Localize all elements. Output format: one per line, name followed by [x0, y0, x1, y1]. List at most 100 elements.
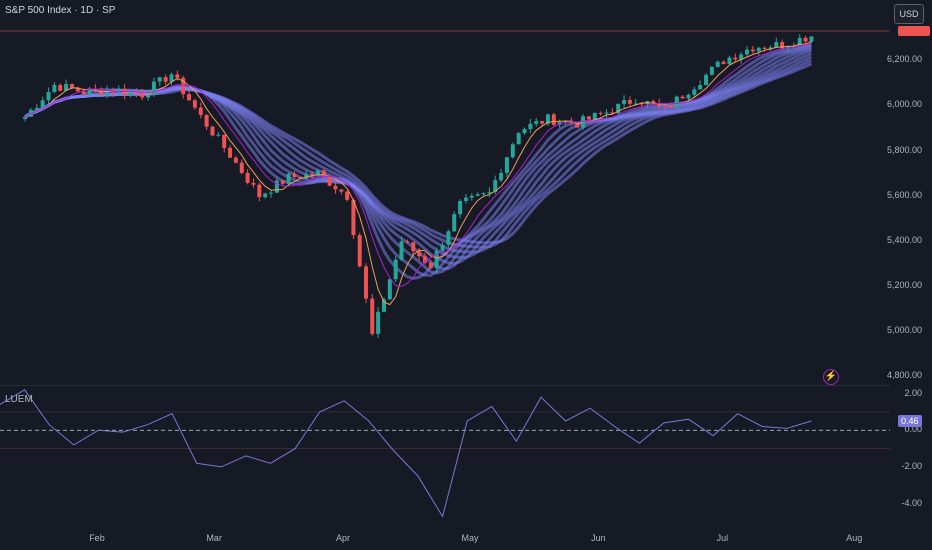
candle-body: [633, 103, 638, 105]
candle-body: [610, 112, 615, 114]
x-tick-label: Feb: [89, 533, 105, 543]
candle-body: [651, 101, 656, 104]
candle-body: [321, 170, 326, 177]
candle-body: [393, 259, 398, 280]
candle-body: [69, 83, 74, 89]
candle-body: [175, 74, 180, 78]
candle-body: [327, 176, 332, 186]
y-tick-label: 6,000.00: [886, 99, 922, 110]
lightning-icon[interactable]: ⚡: [823, 369, 839, 385]
candle-body: [181, 77, 186, 95]
candle-body: [604, 112, 609, 114]
candle-body: [381, 299, 386, 312]
candle-body: [357, 235, 362, 267]
candle-body: [116, 88, 121, 93]
candle-body: [204, 114, 209, 127]
candle-body: [187, 94, 192, 101]
candle-body: [786, 46, 791, 49]
candle-body: [540, 121, 545, 124]
pane-separator[interactable]: [0, 385, 890, 386]
candle-body: [463, 197, 468, 201]
currency-button[interactable]: USD: [894, 4, 924, 24]
candle-body: [370, 298, 375, 334]
candle-body: [228, 147, 233, 158]
candle-body: [251, 182, 256, 185]
candle-body: [75, 88, 80, 92]
y-tick-label: 4,800.00: [886, 369, 922, 380]
candle-body: [586, 116, 591, 120]
candle-body: [399, 241, 404, 260]
candle-body: [657, 103, 662, 107]
moving-averages: [0, 30, 890, 306]
x-tick-label: Mar: [206, 533, 222, 543]
candle-body: [797, 37, 802, 47]
candle-body: [280, 180, 285, 184]
candle-body: [87, 88, 92, 95]
candle-body: [663, 106, 668, 108]
candle-body: [376, 311, 381, 334]
candle-body: [516, 133, 521, 145]
candle-body: [34, 107, 39, 110]
candle-body: [780, 42, 785, 49]
x-tick-label: Aug: [846, 533, 863, 543]
candle-body: [351, 199, 356, 236]
indicator-label: LUEM: [5, 394, 33, 405]
candle-body: [458, 200, 463, 215]
y-tick-label: 5,800.00: [886, 144, 922, 155]
candle-body: [639, 103, 644, 105]
candle-body: [363, 266, 368, 299]
candle-body: [704, 74, 709, 86]
candle-body: [686, 94, 691, 99]
candle-body: [222, 134, 227, 148]
candle-body: [387, 279, 392, 300]
ribbon-line: [24, 43, 812, 277]
candle-body: [140, 93, 145, 98]
candle-body: [310, 173, 315, 175]
candle-body: [698, 85, 703, 90]
osc-y-tick-label: 0.00: [904, 424, 922, 435]
candle-body: [198, 107, 203, 115]
candle-body: [339, 189, 344, 192]
candle-body: [274, 180, 279, 193]
ribbon-line: [24, 45, 812, 275]
candle-body: [440, 244, 445, 251]
candle-body: [545, 114, 550, 124]
candle-body: [286, 173, 291, 184]
candle-body: [493, 180, 498, 192]
candle-body: [298, 176, 303, 179]
candle-body: [333, 185, 338, 190]
candle-body: [551, 114, 556, 125]
candle-body: [192, 100, 197, 108]
y-tick-label: 5,200.00: [886, 279, 922, 290]
candle-body: [627, 100, 632, 104]
osc-y-tick-label: -4.00: [901, 497, 922, 508]
candle-body: [668, 106, 673, 108]
candle-body: [428, 262, 433, 269]
oscillator: [0, 389, 890, 518]
candle-body: [592, 112, 597, 120]
candle-body: [411, 242, 416, 252]
candle-body: [405, 241, 410, 243]
candle-body: [727, 57, 732, 64]
candle-body: [534, 121, 539, 124]
candle-body: [528, 123, 533, 130]
candle-body: [487, 191, 492, 194]
candle-body: [210, 126, 215, 136]
candle-body: [315, 170, 320, 175]
x-tick-label: Apr: [335, 533, 350, 543]
candle-body: [452, 214, 457, 232]
candle-body: [292, 173, 297, 177]
candle-body: [422, 256, 427, 263]
osc-value-badge: 0.46: [898, 414, 922, 427]
candle-body: [709, 66, 714, 75]
candle-body: [809, 36, 814, 42]
candle-body: [762, 47, 767, 49]
candle-body: [52, 85, 57, 93]
candle-body: [151, 81, 156, 95]
ribbon-line: [24, 58, 813, 249]
candle-body: [510, 144, 515, 158]
candle-body: [434, 250, 439, 269]
candle-body: [756, 47, 761, 52]
fast-ma-line: [24, 42, 812, 287]
y-tick-label: 5,000.00: [886, 324, 922, 335]
